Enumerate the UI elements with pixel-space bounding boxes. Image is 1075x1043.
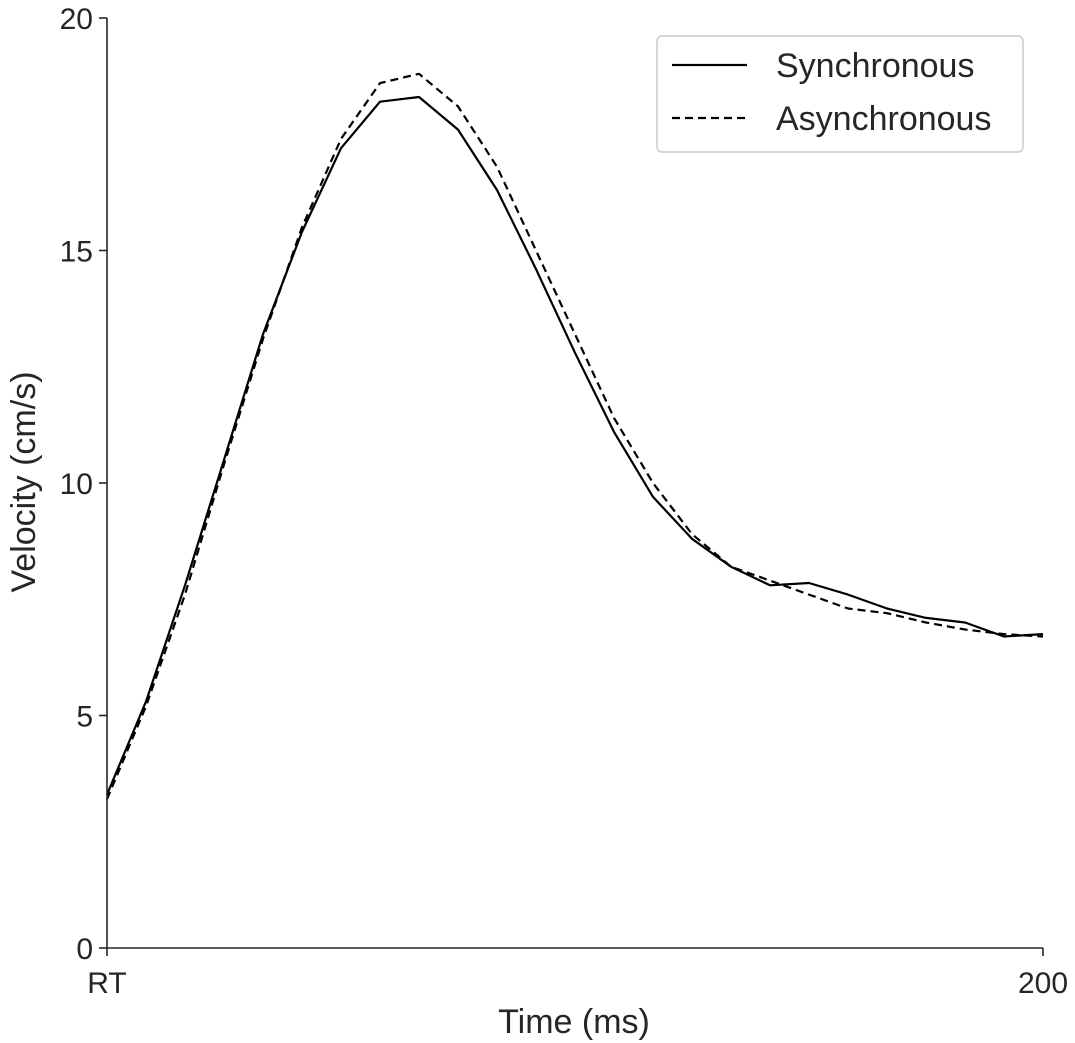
series-line-asynchronous [105,72,1044,800]
y-tick-label: 10 [60,468,93,501]
series-layer [105,72,1044,800]
y-tick-label: 0 [76,933,93,966]
x-axis-ticks: RT 200 [87,948,1068,1000]
y-tick-label: 20 [60,3,93,36]
y-axis-ticks: 0 5 10 15 20 [60,3,107,966]
y-tick-label: 15 [60,236,93,269]
x-axis-title: Time (ms) [498,1003,650,1041]
x-tick-label: 200 [1018,967,1068,1000]
legend-box [656,35,1024,153]
series-line-synchronous [105,95,1044,795]
y-tick-label: 5 [76,701,93,734]
legend-label-synchronous: Synchronous [776,47,974,85]
legend: Synchronous Asynchronous [656,35,1024,153]
legend-label-asynchronous: Asynchronous [776,100,991,138]
y-axis-title: Velocity (cm/s) [5,371,43,592]
x-tick-label: RT [87,967,126,1000]
